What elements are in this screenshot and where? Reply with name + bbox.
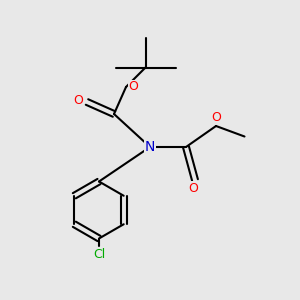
Text: Cl: Cl (93, 248, 105, 262)
Text: O: O (211, 111, 221, 124)
Text: O: O (129, 80, 138, 94)
Text: O: O (74, 94, 83, 107)
Text: N: N (145, 140, 155, 154)
Text: O: O (189, 182, 198, 195)
